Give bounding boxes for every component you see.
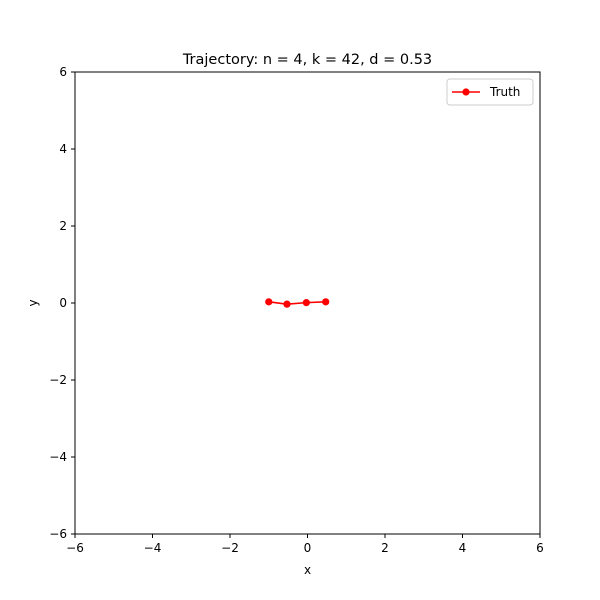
ticks-layer: −6 −4 −2 0 2 4 6 −6 −4 −2 0 2 4 6 bbox=[49, 65, 544, 555]
x-tick-label: −4 bbox=[144, 541, 162, 555]
x-tick-label: 4 bbox=[459, 541, 467, 555]
legend-marker-truth bbox=[462, 88, 470, 96]
y-tick-label: −6 bbox=[49, 527, 67, 541]
legend: Truth bbox=[446, 78, 534, 106]
y-tick-label: 6 bbox=[59, 65, 67, 79]
y-tick-label: −2 bbox=[49, 373, 67, 387]
x-tick-label: −2 bbox=[221, 541, 239, 555]
series-line-truth bbox=[268, 301, 326, 305]
x-tick-label: 6 bbox=[536, 541, 544, 555]
data-point bbox=[265, 298, 273, 306]
x-tick-label: 0 bbox=[304, 541, 312, 555]
data-point bbox=[283, 300, 291, 308]
data-point bbox=[302, 299, 310, 307]
legend-label-truth: Truth bbox=[489, 85, 520, 99]
legend-box bbox=[446, 78, 534, 106]
plot-layer bbox=[265, 298, 330, 308]
y-tick-label: 2 bbox=[59, 219, 67, 233]
y-tick-label: 0 bbox=[59, 296, 67, 310]
x-tick-label: −6 bbox=[66, 541, 84, 555]
x-axis-label: x bbox=[304, 563, 311, 577]
data-point bbox=[322, 298, 330, 306]
chart-title: Trajectory: n = 4, k = 42, d = 0.53 bbox=[182, 52, 432, 68]
y-tick-label: 4 bbox=[59, 142, 67, 156]
x-tick-label: 2 bbox=[381, 541, 389, 555]
plot-frame bbox=[74, 71, 541, 535]
y-tick-label: −4 bbox=[49, 450, 67, 464]
y-axis-label: y bbox=[26, 299, 40, 306]
